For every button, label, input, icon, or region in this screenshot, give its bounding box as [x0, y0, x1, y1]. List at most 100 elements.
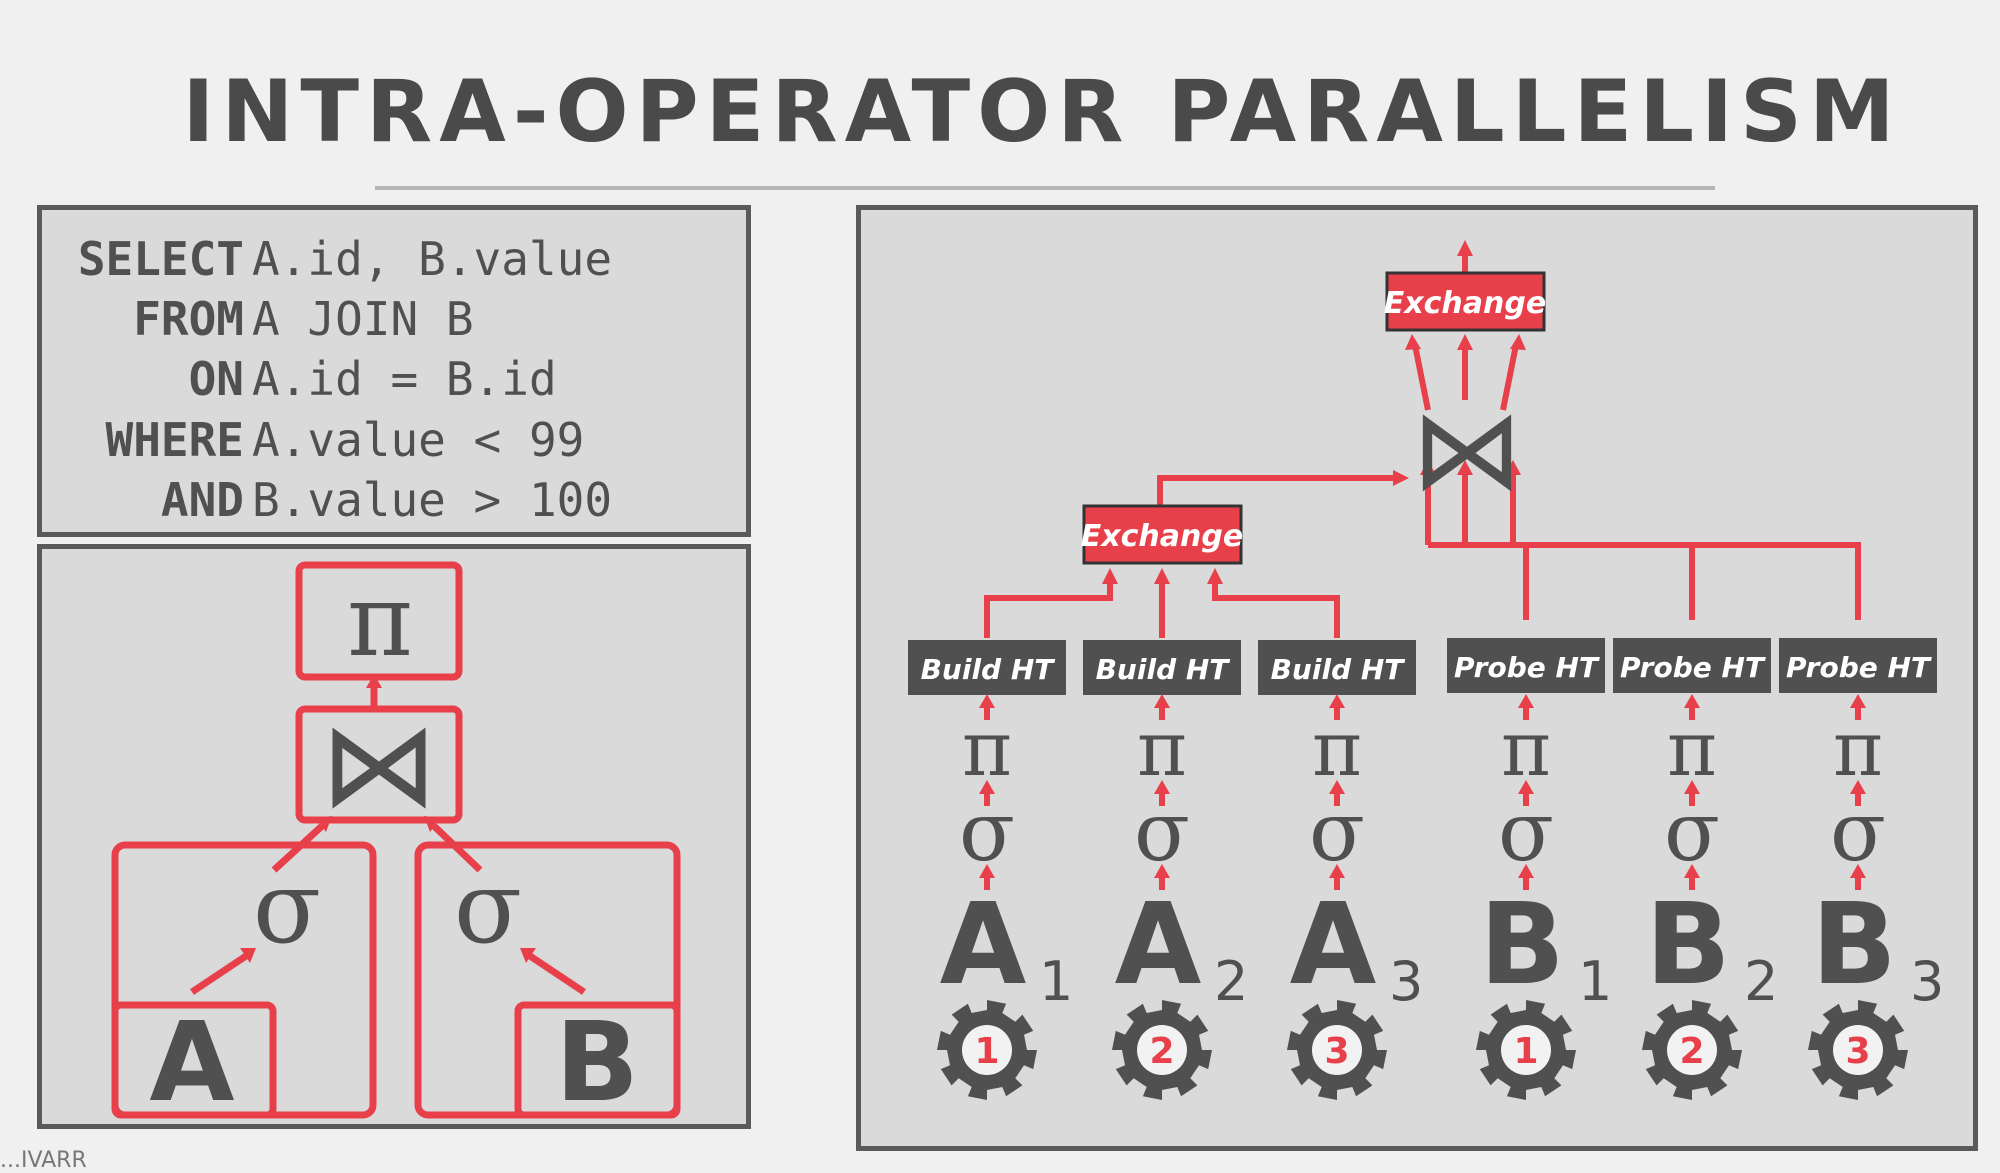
- probe-ht-box: [1779, 638, 1937, 693]
- arrowhead: [1102, 568, 1118, 584]
- arrowhead: [1457, 334, 1473, 350]
- probe-ht-label: Probe HT: [1786, 651, 1932, 684]
- logical-tree: [111, 561, 681, 1119]
- partition-subscript: 1: [1039, 950, 1073, 1013]
- arrowhead: [1850, 694, 1866, 708]
- worker-number: 2: [1149, 1031, 1174, 1072]
- build-ht-box: [908, 640, 1066, 695]
- sql-line-select: SELECT A.id, B.value: [54, 232, 612, 286]
- projection-symbol: π: [1667, 704, 1717, 793]
- table-b-label: B: [555, 998, 639, 1126]
- exchange-build-label: Exchange: [1081, 519, 1243, 554]
- probe-bus-line: [1428, 542, 1861, 620]
- table-partition-label: A: [1290, 880, 1377, 1010]
- worker-number: 3: [1324, 1031, 1349, 1072]
- projection-symbol: π: [962, 704, 1012, 793]
- a-to-selection-arrow: [190, 953, 248, 995]
- table-b-box: [514, 1001, 681, 1119]
- arrowhead: [1457, 460, 1473, 475]
- arrowhead: [1154, 780, 1170, 794]
- probe-ht-box: [1613, 638, 1771, 693]
- arrowhead: [1154, 568, 1170, 584]
- partition-subscript: 3: [1910, 950, 1944, 1013]
- sql-text: A.id, B.value: [252, 232, 613, 286]
- gear-hub: [1137, 1025, 1187, 1075]
- join-box: [295, 705, 463, 824]
- arrowhead: [1405, 334, 1421, 350]
- exchange-build-node: Exchange: [1081, 504, 1243, 565]
- arrowhead: [240, 948, 256, 963]
- arrowhead: [1329, 694, 1345, 708]
- worker-number: 1: [1513, 1031, 1538, 1072]
- sql-query-panel: SELECT A.id, B.value FROM A JOIN B ON A.id …: [37, 205, 751, 537]
- build-ht-label: Build HT: [1271, 653, 1406, 686]
- selection-right-symbol: σ: [454, 849, 522, 966]
- plan-edges: [984, 240, 1861, 638]
- arrowhead: [1518, 780, 1534, 794]
- partition-subscript: 1: [1578, 950, 1612, 1013]
- title-divider: [375, 186, 1715, 190]
- exchange-top-node: Exchange: [1384, 271, 1546, 332]
- sql-keyword: AND: [160, 473, 244, 527]
- arrowhead: [520, 948, 536, 963]
- partition-subscript: 3: [1389, 950, 1423, 1013]
- table-a-label: A: [149, 998, 234, 1126]
- slide-title: INTRA-OPERATOR PARALLELISM: [182, 62, 1902, 162]
- arrowhead: [1329, 780, 1345, 794]
- logical-tree-labels: π ⋈ σ σ A B: [149, 562, 638, 1126]
- partition-subscript: 2: [1214, 950, 1248, 1013]
- b-to-selection-arrow: [528, 953, 586, 995]
- arrowhead: [1518, 694, 1534, 708]
- build-ht-box: [1083, 640, 1241, 695]
- join-to-exchange-arrow: [1412, 344, 1431, 411]
- logical-plan-panel: [37, 544, 751, 1129]
- arrowhead: [1393, 470, 1409, 486]
- arrowhead: [1420, 460, 1436, 475]
- arrowhead: [1850, 780, 1866, 794]
- arrowhead: [1505, 460, 1521, 475]
- probe-ht-box: [1447, 638, 1605, 693]
- sql-keyword: FROM: [133, 292, 244, 346]
- table-a-box: [111, 1001, 277, 1119]
- table-partition-label: A: [940, 880, 1027, 1010]
- projection-symbol: π: [1137, 704, 1187, 793]
- left-to-join-arrow: [271, 823, 325, 873]
- table-partition-label: A: [1115, 880, 1202, 1010]
- join-to-exchange-arrow: [1500, 344, 1519, 411]
- parallel-join-symbol: ⋈: [1411, 385, 1523, 515]
- worker-number: 2: [1679, 1031, 1704, 1072]
- table-partition-label: B: [1479, 880, 1564, 1010]
- arrowhead: [979, 694, 995, 708]
- projection-symbol: π: [1501, 704, 1551, 793]
- table-partition-label: B: [1645, 880, 1730, 1010]
- arrowhead: [979, 864, 995, 878]
- probe-ht-label: Probe HT: [1454, 651, 1600, 684]
- gear-hub: [1667, 1025, 1717, 1075]
- worker-number: 3: [1845, 1031, 1870, 1072]
- sql-text: B.value > 100: [252, 473, 613, 527]
- arrowhead: [316, 816, 332, 832]
- build-to-exchange-arrow: [984, 580, 1113, 638]
- sql-line-from: FROM A JOIN B: [54, 292, 473, 346]
- gear-hub: [1501, 1025, 1551, 1075]
- arrowhead: [1329, 864, 1345, 878]
- partition-subscript: 2: [1744, 950, 1778, 1013]
- arrowhead: [979, 780, 995, 794]
- build-ht-box: [1258, 640, 1416, 695]
- arrowhead: [1457, 240, 1473, 256]
- build-ht-label: Build HT: [921, 653, 1056, 686]
- right-to-join-arrow: [431, 823, 483, 873]
- sql-line-where: WHERE A.value < 99: [54, 413, 585, 467]
- build-to-exchange-arrow: [1212, 580, 1340, 638]
- exchange-top-label: Exchange: [1384, 286, 1546, 321]
- build-exchange-to-join-arrow: [1157, 475, 1395, 505]
- build-ht-label: Build HT: [1096, 653, 1231, 686]
- sql-keyword: ON: [188, 352, 244, 406]
- arrowhead: [366, 674, 382, 688]
- probe-ht-label: Probe HT: [1620, 651, 1766, 684]
- arrowhead: [1684, 780, 1700, 794]
- sql-text: A.value < 99: [252, 413, 585, 467]
- projection-box: [295, 561, 463, 681]
- sql-text: A.id = B.id: [252, 352, 557, 406]
